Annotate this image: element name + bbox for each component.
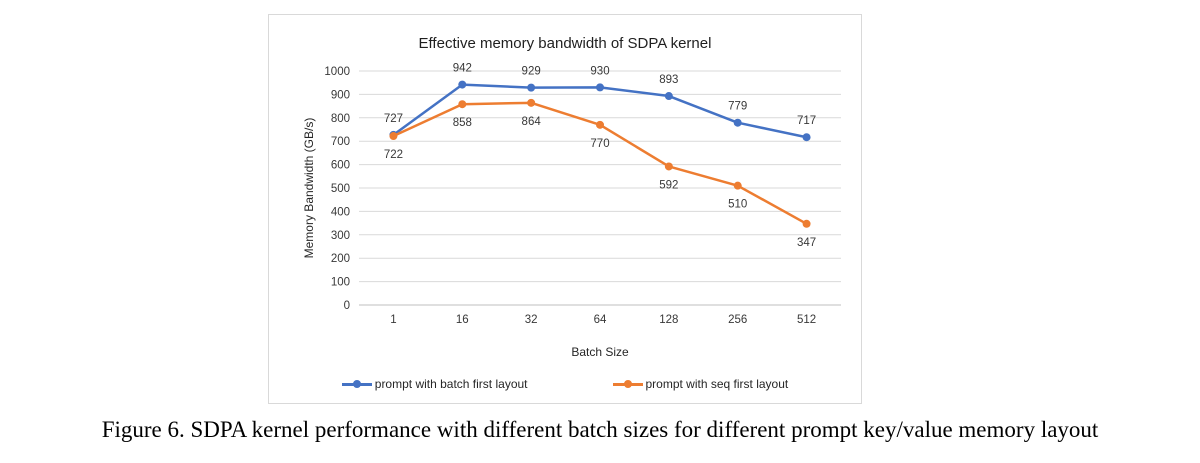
sdpa-bandwidth-chart: Effective memory bandwidth of SDPA kerne… [268,14,862,404]
x-tick-label: 64 [594,314,607,326]
legend-dot-icon [623,380,632,388]
figure-caption: Figure 6. SDPA kernel performance with d… [101,417,1099,442]
x-tick-label: 1 [390,314,396,326]
data-label: 722 [384,149,403,161]
x-tick-label: 16 [456,314,469,326]
series-marker-icon [458,80,467,89]
y-tick-label: 1000 [324,66,350,78]
data-label: 510 [728,199,747,211]
series-marker-icon [664,92,673,101]
data-label: 893 [659,74,678,86]
data-label: 942 [453,63,472,75]
legend-item-seq-first: prompt with seq first layout [612,377,789,391]
series-marker-icon [733,181,742,190]
legend-marker-batch-first-icon [341,379,372,389]
legend-label-batch-first: prompt with batch first layout [374,377,528,391]
y-tick-label: 300 [331,230,350,242]
series-marker-icon [802,219,811,228]
plot-svg: 0 100 200 300 400 500 600 700 800 900 1000 1 16 32 64 1… [324,63,841,326]
data-label: 858 [453,117,472,129]
legend-marker-seq-first-icon [612,379,643,389]
y-tick-label: 900 [331,89,350,101]
series-marker-icon [664,162,673,171]
x-axis-title: Batch Size [571,345,629,359]
y-tick-label: 600 [331,160,350,172]
chart-title: Effective memory bandwidth of SDPA kerne… [418,35,712,52]
data-label: 592 [659,179,678,191]
y-tick-label: 400 [331,206,350,218]
chart-legend: prompt with batch first layout prompt wi… [269,377,861,391]
data-label: 929 [522,66,541,78]
series-marker-icon [802,133,811,142]
y-tick-label: 700 [331,136,350,148]
data-label: 717 [797,115,816,127]
series-marker-icon [458,100,467,109]
x-tick-label: 256 [728,314,747,326]
data-label: 347 [797,237,816,249]
y-tick-label: 100 [331,277,350,289]
y-tick-label: 800 [331,113,350,125]
x-tick-label: 32 [525,314,538,326]
series-marker-icon [596,120,604,129]
y-tick-label: 200 [331,253,350,265]
data-label: 770 [590,138,609,150]
legend-label-seq-first: prompt with seq first layout [645,377,789,391]
x-tick-label: 128 [659,314,678,326]
series-marker-icon [527,83,536,92]
legend-dot-icon [352,380,361,388]
legend-item-batch-first: prompt with batch first layout [341,377,528,391]
data-label: 779 [728,101,747,113]
series-marker-icon [733,118,742,127]
data-label: 864 [522,116,542,128]
series-marker-icon [527,98,536,107]
y-tick-label: 500 [331,183,350,195]
y-tick-label: 0 [344,300,350,312]
data-label: 727 [384,113,403,125]
x-tick-label: 512 [797,314,816,326]
series-marker-icon [596,83,604,92]
data-label: 930 [590,65,609,77]
series-marker-icon [389,132,398,141]
